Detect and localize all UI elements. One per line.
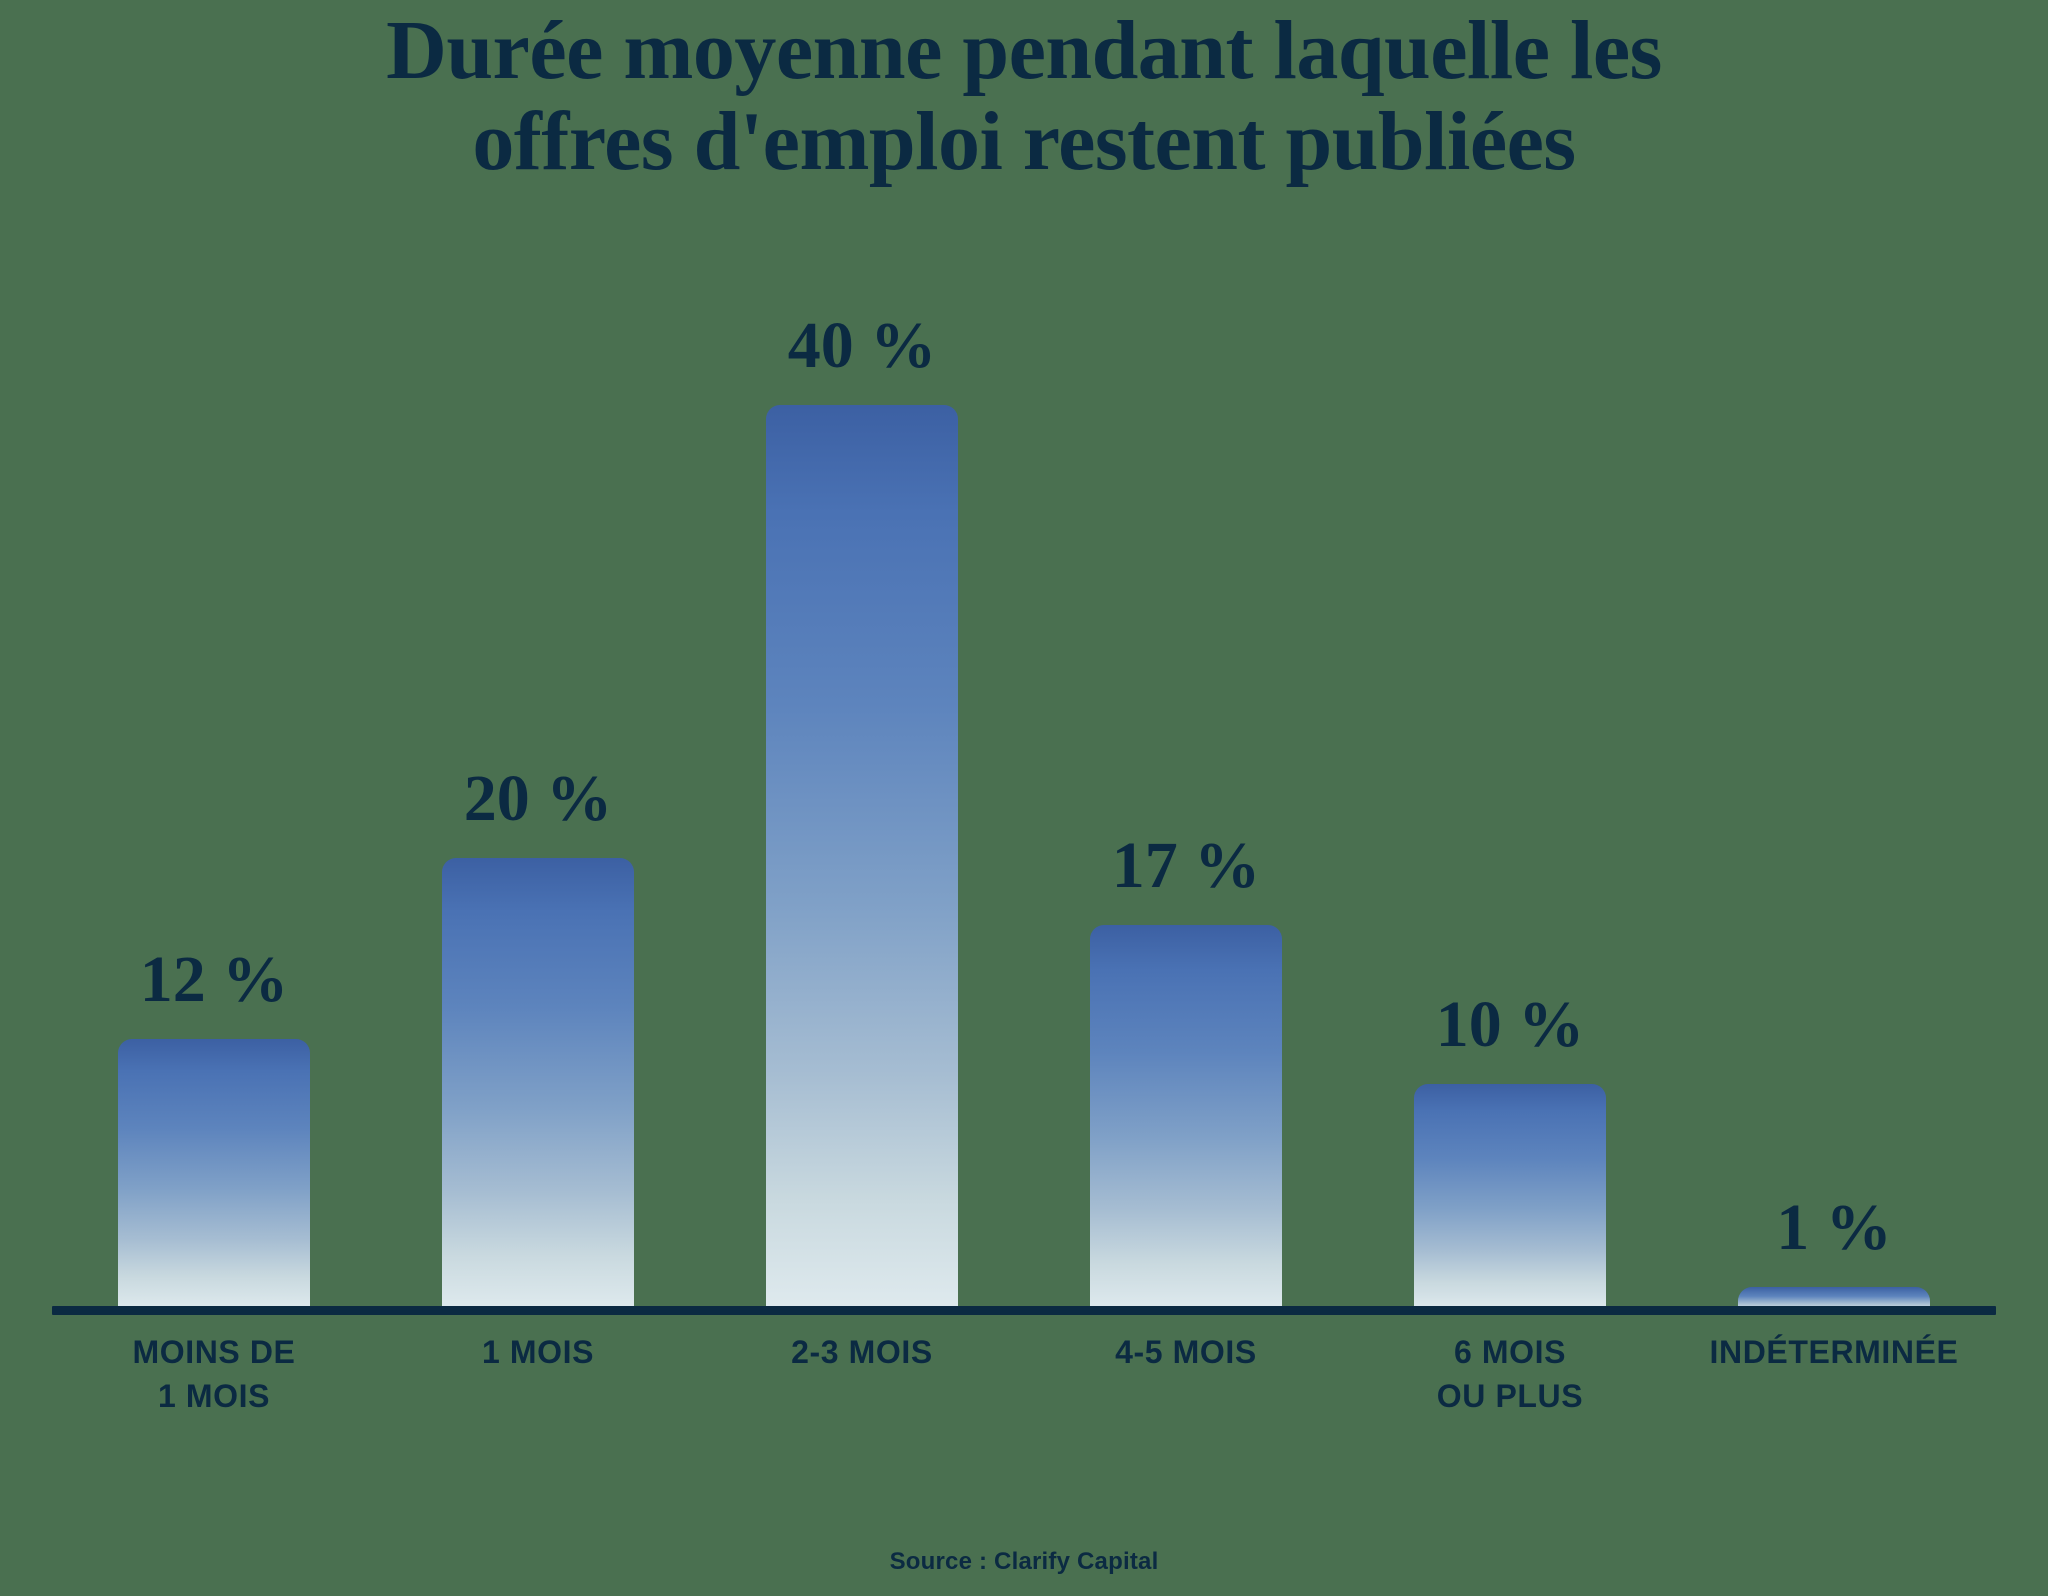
category-label-1-mois: 1 MOIS: [481, 1334, 595, 1370]
bar-2-3-mois[interactable]: [766, 405, 958, 1310]
category-label-6-mois-ou-plus: 6 MOIS OU PLUS: [1436, 1334, 1584, 1415]
bar-slot-indeterminee: 1 %: [1672, 250, 1996, 1310]
bar-slot-6-mois-ou-plus: 10 %: [1348, 250, 1672, 1310]
bar-moins-de-1-mois[interactable]: [118, 1038, 310, 1310]
bar-slot-2-3-mois: 40 %: [700, 250, 1024, 1310]
plot-area: 12 % 20 % 40 % 17 % 10 % 1 %: [52, 250, 1996, 1315]
bar-4-5-mois[interactable]: [1090, 925, 1282, 1310]
x-axis-line: [52, 1306, 1996, 1315]
bar-slot-1-mois: 20 %: [376, 250, 700, 1310]
category-label-moins-de-1-mois: MOINS DE 1 MOIS: [132, 1334, 296, 1415]
bar-6-mois-ou-plus[interactable]: [1414, 1083, 1606, 1310]
category-label-4-5-mois: 4-5 MOIS: [1115, 1334, 1257, 1370]
bar-value-label: 12 %: [139, 942, 289, 1016]
source-caption: Source : Clarify Capital: [889, 1548, 1159, 1575]
page-title: Durée moyenne pendant laquelle les offre…: [386, 4, 1662, 188]
bar-value-label: 17 %: [1111, 829, 1261, 903]
bar-value-label: 10 %: [1435, 987, 1585, 1061]
x-axis-tick-labels: MOINS DE 1 MOIS 1 MOIS 2-3 MOIS 4-5 MOIS…: [52, 1330, 1996, 1418]
bar-value-label: 40 %: [787, 309, 937, 382]
bar-value-label: 1 %: [1776, 1191, 1892, 1265]
category-label-2-3-mois: 2-3 MOIS: [791, 1334, 933, 1370]
bar-1-mois[interactable]: [442, 857, 634, 1310]
bar-group: 12 % 20 % 40 % 17 % 10 % 1 %: [52, 250, 1996, 1310]
bar-value-label: 20 %: [463, 761, 613, 835]
bar-slot-4-5-mois: 17 %: [1024, 250, 1348, 1310]
bar-indeterminee[interactable]: [1738, 1287, 1930, 1310]
title-block: Durée moyenne pendant laquelle les offre…: [0, 4, 2048, 188]
category-label-indeterminee: INDÉTERMINÉE: [1709, 1334, 1959, 1370]
bar-slot-moins-de-1-mois: 12 %: [52, 250, 376, 1310]
